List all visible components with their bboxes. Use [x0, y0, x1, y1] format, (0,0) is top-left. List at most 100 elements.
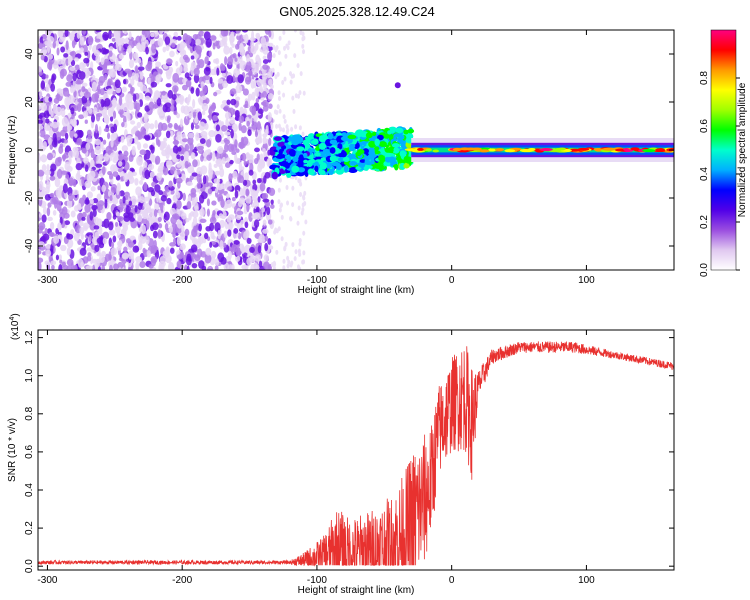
- spectrogram-cell: [302, 139, 311, 145]
- snr-x-tick-label: -300: [37, 575, 57, 586]
- spectrogram-cell: [53, 235, 60, 244]
- spectrogram-cell: [539, 148, 553, 152]
- spectrogram-cell: [117, 261, 124, 270]
- colorbar: 0.0 0.2 0.4 0.6 0.8 Normalized spectral ampl…: [699, 29, 748, 277]
- spectrogram-cell: [108, 229, 116, 236]
- spectrogram-cell: [219, 219, 226, 229]
- spectrogram-cell: [125, 205, 132, 215]
- spectrogram-cell: [259, 85, 263, 93]
- spectrogram-cell: [48, 105, 52, 115]
- spectrogram-cell: [137, 192, 141, 203]
- spectrogram-cell: [160, 145, 164, 151]
- spectrogram-cell: [141, 30, 145, 36]
- spectrogram-cell: [374, 138, 380, 147]
- spectrogram-cell: [302, 250, 306, 256]
- spectrogram-cell: [91, 93, 98, 103]
- spectrogram-cell: [297, 205, 301, 211]
- spectrogram-cell: [60, 244, 67, 252]
- spectrogram-cell: [145, 235, 150, 245]
- spectrogram-cell: [127, 170, 134, 180]
- spectrogram-cell: [128, 31, 132, 40]
- spectrogram-cell: [188, 195, 192, 201]
- spectrogram-cell: [246, 257, 252, 266]
- snr-x-tick-label: -200: [172, 575, 192, 586]
- spectrogram-cell: [104, 73, 108, 81]
- spectrogram-cell: [253, 219, 260, 228]
- spectrogram-cell: [54, 177, 61, 188]
- spectrogram-cell: [212, 115, 218, 122]
- spectrogram-cell: [247, 93, 253, 101]
- spectrogram-cell: [160, 194, 167, 202]
- spectrogram-cell: [296, 63, 300, 69]
- spectrogram-cell: [298, 178, 302, 184]
- spectrogram-cell: [378, 141, 387, 147]
- spectrogram-cell: [40, 154, 48, 163]
- spectrogram-cell: [250, 39, 255, 49]
- spectrogram-cell: [209, 222, 215, 232]
- spectrogram-cell: [226, 193, 230, 199]
- spectrogram-cell: [190, 87, 195, 94]
- spectrogram-cell: [66, 258, 74, 267]
- spectrogram-cell: [57, 231, 62, 236]
- spectrogram-cell: [45, 74, 49, 79]
- spectrogram-cell: [213, 178, 221, 184]
- spectrogram-cell: [374, 146, 380, 151]
- spectrogram-cell: [277, 142, 284, 147]
- spectrogram-cell: [120, 136, 125, 143]
- spectrogram-cell: [215, 58, 220, 65]
- spectrogram-cell: [368, 140, 377, 148]
- snr-y-tick-label: 0.6: [24, 445, 35, 459]
- spectrogram-cell: [38, 153, 41, 163]
- spectrogram-cell: [233, 67, 241, 78]
- spectrogram-cell: [207, 149, 211, 154]
- spectrogram-cell: [192, 159, 198, 168]
- spectrogram-cell: [66, 233, 70, 238]
- spectrogram-cell: [270, 199, 274, 205]
- spectrogram-cell: [262, 55, 267, 61]
- spectrogram-cell: [42, 206, 47, 215]
- spectrogram-cell: [214, 222, 221, 232]
- spectrogram-cell: [156, 172, 162, 182]
- spectrogram-cell: [365, 165, 373, 169]
- spectrogram-cell: [149, 72, 153, 79]
- spectrogram-cell: [200, 95, 207, 100]
- spectrogram-cell: [95, 163, 103, 168]
- spectrogram-cell: [82, 30, 87, 35]
- spectrogram-cell: [104, 97, 111, 107]
- spectrogram-cell: [602, 147, 616, 151]
- spectrogram-cell: [198, 236, 204, 245]
- spectrogram-cell: [162, 30, 170, 33]
- spectrogram-cell: [127, 45, 133, 54]
- spectrogram-cell: [153, 132, 159, 138]
- spectrogram-cell: [139, 260, 146, 268]
- spectrogram-cell: [61, 206, 68, 216]
- spectrogram-cell: [195, 132, 200, 141]
- spectrogram-cell: [219, 63, 224, 71]
- spectrogram-cell: [244, 100, 249, 108]
- spectrogram-cell: [46, 125, 51, 131]
- spectrogram-cell: [79, 62, 85, 70]
- spectrogram-cell: [121, 86, 127, 93]
- spectrogram-cell: [134, 73, 140, 82]
- spectrogram-cell: [189, 211, 195, 217]
- spectrogram-cell: [301, 131, 305, 137]
- spectrogram-cell: [261, 207, 266, 213]
- spectrogram-cell: [577, 147, 590, 151]
- spectrogram-cell: [278, 148, 283, 156]
- spectrogram-cell: [48, 96, 53, 102]
- spectrogram-cell: [197, 111, 202, 121]
- spectrogram-cell: [130, 120, 136, 125]
- spectrogram-cell: [283, 118, 287, 124]
- spectrogram-cell: [224, 111, 232, 120]
- spectrogram-cell: [96, 252, 102, 257]
- spectrogram-cell: [58, 37, 65, 43]
- spectrogram-cell: [148, 101, 155, 111]
- spectrogram-cell: [142, 143, 149, 149]
- spectrogram-cell: [218, 196, 224, 202]
- spectrogram-cell: [165, 44, 170, 52]
- spectrogram-cell: [60, 129, 67, 137]
- spectrogram-cell: [327, 132, 334, 140]
- spectrogram-region-noise: [38, 30, 308, 270]
- spectrogram-cell: [121, 122, 125, 128]
- spectrogram-cell: [141, 224, 147, 235]
